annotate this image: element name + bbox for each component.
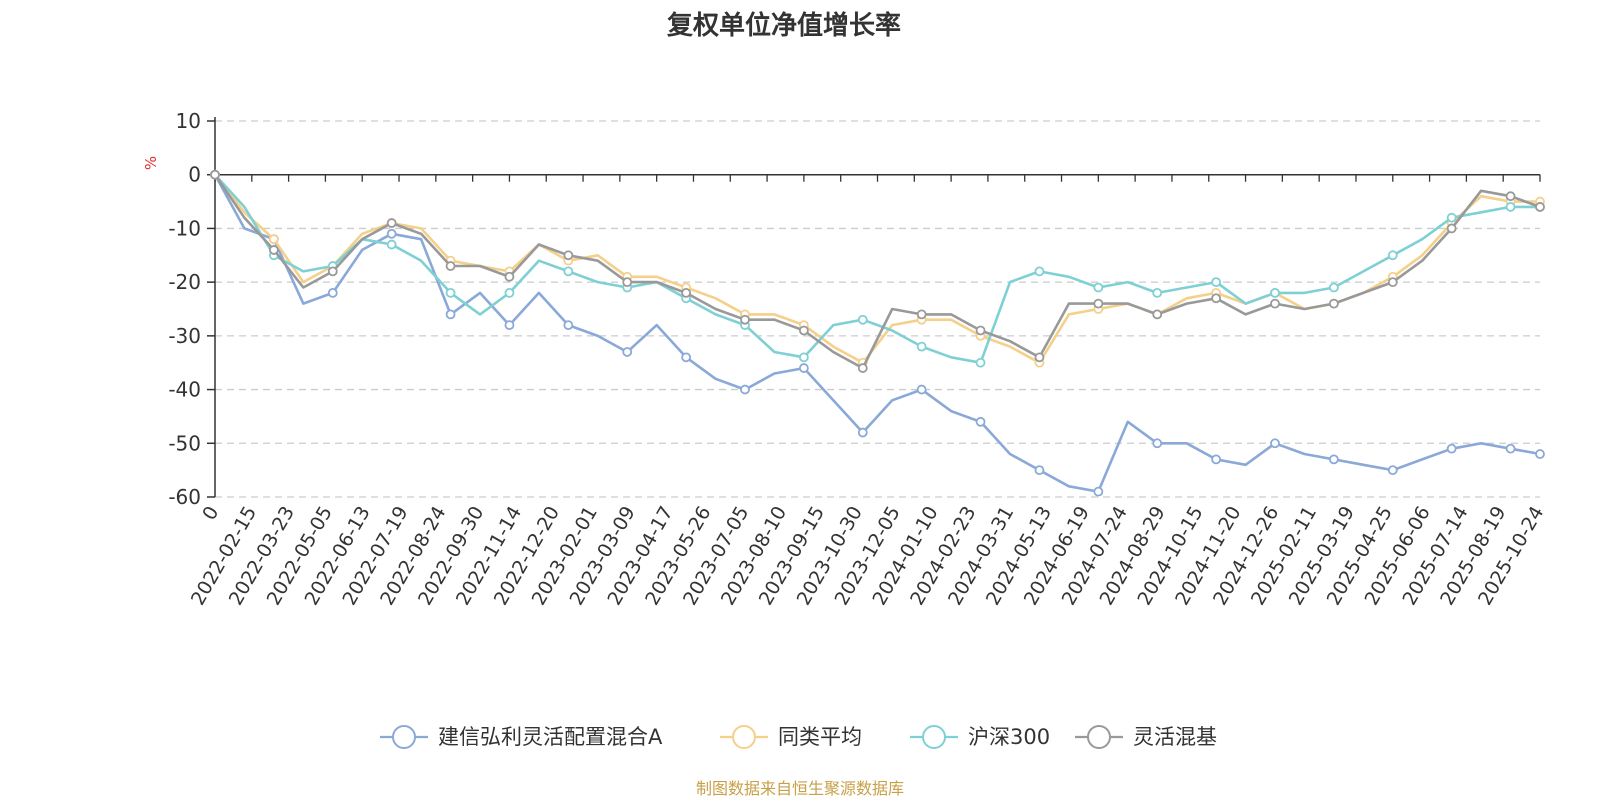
series-point — [445, 261, 456, 271]
series-point — [622, 347, 633, 357]
series-point — [445, 287, 456, 298]
legend-marker — [1087, 725, 1111, 749]
legend-label: 沪深300 — [968, 725, 1050, 749]
legend-label: 建信弘利灵活配置混合A — [438, 725, 663, 749]
series-point — [857, 363, 868, 373]
series-point — [1034, 465, 1045, 476]
series-point — [1093, 282, 1104, 293]
series-point — [798, 363, 809, 373]
series-point — [916, 384, 927, 395]
series-point — [1446, 223, 1457, 234]
series-point — [327, 266, 338, 277]
series-point — [1270, 287, 1280, 298]
legend-item-4: 灵活混基 — [1075, 725, 1217, 749]
series-point — [327, 287, 338, 298]
series-point — [563, 320, 574, 331]
series-point — [1446, 443, 1457, 454]
legend-label: 同类平均 — [778, 725, 862, 749]
series-point — [1270, 298, 1280, 309]
y-tick-label: -60 — [168, 485, 201, 509]
legend: 建信弘利灵活配置混合A 同类平均 沪深300 灵活混基 — [380, 725, 1217, 749]
y-tick-label: 0 — [188, 163, 201, 187]
series-point — [1505, 202, 1516, 212]
series-point — [975, 416, 986, 427]
series-point — [1270, 438, 1280, 449]
series-point — [681, 287, 692, 298]
series-1 — [210, 169, 1545, 497]
series-point — [1535, 202, 1545, 212]
series-point — [210, 169, 220, 180]
series-point — [740, 384, 750, 395]
series-point — [1093, 486, 1104, 497]
series-point — [504, 271, 515, 282]
series-point — [916, 341, 927, 352]
chart-title: 复权单位净值增长率 — [667, 10, 901, 41]
y-axis-unit: % — [142, 156, 160, 170]
series-lines — [210, 169, 1545, 497]
series-point — [1387, 250, 1398, 261]
series-point — [563, 250, 574, 261]
legend-label: 灵活混基 — [1133, 725, 1217, 749]
series-point — [1328, 282, 1339, 293]
series-4 — [210, 169, 1545, 373]
series-point — [1152, 287, 1163, 298]
series-point — [916, 309, 927, 320]
series-point — [1387, 465, 1398, 476]
series-point — [1152, 309, 1163, 320]
x-tick-label: 0 — [198, 503, 223, 524]
y-axis: 10 0 -10 -20 -30 -40 -50 -60 — [168, 109, 216, 509]
series-point — [1535, 449, 1545, 459]
grid-lines — [215, 120, 1540, 498]
series-point — [1328, 298, 1339, 309]
series-point — [1505, 443, 1516, 454]
legend-marker — [392, 725, 416, 749]
series-point — [1034, 266, 1045, 277]
series-point — [798, 325, 809, 336]
series-point — [681, 352, 692, 363]
y-tick-label: 10 — [176, 109, 201, 133]
series-line — [213, 173, 1542, 493]
y-tick-label: -10 — [168, 216, 201, 240]
series-point — [1328, 454, 1339, 465]
legend-marker — [732, 725, 756, 749]
series-point — [504, 320, 515, 331]
y-tick-label: -50 — [168, 431, 201, 455]
legend-item-3: 沪深300 — [910, 725, 1050, 749]
y-tick-label: -40 — [168, 378, 201, 402]
y-tick-label: -30 — [168, 324, 201, 348]
series-line — [213, 173, 1542, 364]
series-point — [622, 277, 633, 288]
source-note: 制图数据来自恒生聚源数据库 — [696, 779, 904, 798]
series-point — [268, 234, 279, 245]
series-point — [740, 314, 750, 325]
series-point — [386, 228, 397, 239]
series-point — [1093, 298, 1104, 309]
series-point — [857, 314, 868, 325]
legend-item-1: 建信弘利灵活配置混合A — [380, 725, 663, 749]
series-point — [1152, 438, 1163, 449]
series-point — [445, 309, 456, 320]
y-tick-label: -20 — [168, 270, 201, 294]
series-line — [213, 173, 1542, 370]
series-point — [1211, 293, 1222, 304]
series-point — [857, 427, 868, 438]
legend-item-2: 同类平均 — [720, 725, 862, 749]
series-line — [213, 173, 1542, 364]
series-point — [504, 287, 515, 298]
series-point — [975, 325, 986, 336]
series-point — [268, 245, 279, 255]
series-point — [386, 239, 397, 250]
series-point — [1034, 352, 1045, 363]
series-point — [1387, 277, 1398, 288]
series-point — [975, 357, 986, 368]
series-point — [1446, 212, 1457, 223]
series-point — [1211, 277, 1222, 288]
series-point — [1505, 191, 1516, 202]
series-point — [386, 218, 397, 228]
legend-marker — [922, 725, 946, 749]
series-point — [798, 352, 809, 363]
series-point — [1211, 454, 1222, 465]
series-point — [563, 266, 574, 277]
